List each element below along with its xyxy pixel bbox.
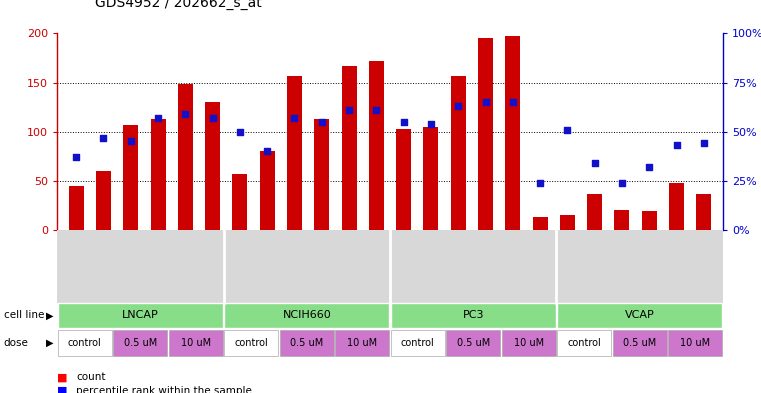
Text: control: control — [401, 338, 435, 348]
Text: VCAP: VCAP — [625, 310, 654, 320]
Text: 0.5 uM: 0.5 uM — [457, 338, 490, 348]
Bar — [96, 171, 111, 230]
Point — [588, 160, 600, 166]
Bar — [396, 129, 411, 230]
Text: PC3: PC3 — [463, 310, 484, 320]
Point — [479, 99, 492, 105]
Text: NCIH660: NCIH660 — [282, 310, 331, 320]
Point — [616, 180, 628, 186]
Point — [97, 134, 110, 141]
Text: 10 uM: 10 uM — [680, 338, 710, 348]
Text: control: control — [568, 338, 601, 348]
Point — [206, 115, 218, 121]
Text: 0.5 uM: 0.5 uM — [623, 338, 656, 348]
Text: 0.5 uM: 0.5 uM — [290, 338, 323, 348]
Bar — [205, 102, 220, 230]
Bar — [587, 193, 602, 230]
Bar — [669, 183, 684, 230]
Point — [288, 115, 301, 121]
Bar — [505, 36, 521, 230]
Text: GDS4952 / 202662_s_at: GDS4952 / 202662_s_at — [95, 0, 262, 10]
Text: 0.5 uM: 0.5 uM — [124, 338, 157, 348]
Text: ■: ■ — [57, 372, 68, 382]
Bar — [287, 75, 302, 230]
Bar — [451, 75, 466, 230]
Text: cell line: cell line — [4, 310, 44, 320]
Bar — [614, 210, 629, 230]
Bar — [369, 61, 384, 230]
Bar — [178, 84, 193, 230]
Bar — [151, 119, 166, 230]
Bar — [696, 193, 712, 230]
Bar — [560, 215, 575, 230]
Text: 10 uM: 10 uM — [347, 338, 377, 348]
Bar — [533, 217, 548, 230]
Text: ▶: ▶ — [46, 310, 53, 320]
Point — [425, 121, 437, 127]
Point — [670, 142, 683, 149]
Point — [397, 119, 409, 125]
Bar — [260, 151, 275, 230]
Point — [371, 107, 383, 113]
Text: percentile rank within the sample: percentile rank within the sample — [76, 386, 252, 393]
Text: control: control — [234, 338, 268, 348]
Text: LNCAP: LNCAP — [122, 310, 159, 320]
Point — [507, 99, 519, 105]
Point — [534, 180, 546, 186]
Bar — [423, 127, 438, 230]
Bar — [232, 174, 247, 230]
Point — [261, 148, 273, 154]
Point — [562, 127, 574, 133]
Bar — [68, 185, 84, 230]
Text: count: count — [76, 372, 106, 382]
Point — [70, 154, 82, 160]
Text: ▶: ▶ — [46, 338, 53, 348]
Text: dose: dose — [4, 338, 29, 348]
Point — [343, 107, 355, 113]
Bar — [642, 211, 657, 230]
Bar — [342, 66, 357, 230]
Text: 10 uM: 10 uM — [180, 338, 211, 348]
Bar — [123, 125, 139, 230]
Text: 10 uM: 10 uM — [514, 338, 544, 348]
Point — [125, 138, 137, 145]
Point — [234, 129, 246, 135]
Text: control: control — [68, 338, 102, 348]
Point — [452, 103, 464, 109]
Point — [180, 111, 192, 117]
Point — [698, 140, 710, 147]
Bar — [478, 38, 493, 230]
Point — [152, 115, 164, 121]
Point — [316, 119, 328, 125]
Text: ■: ■ — [57, 386, 68, 393]
Point — [643, 164, 655, 170]
Bar — [314, 119, 330, 230]
